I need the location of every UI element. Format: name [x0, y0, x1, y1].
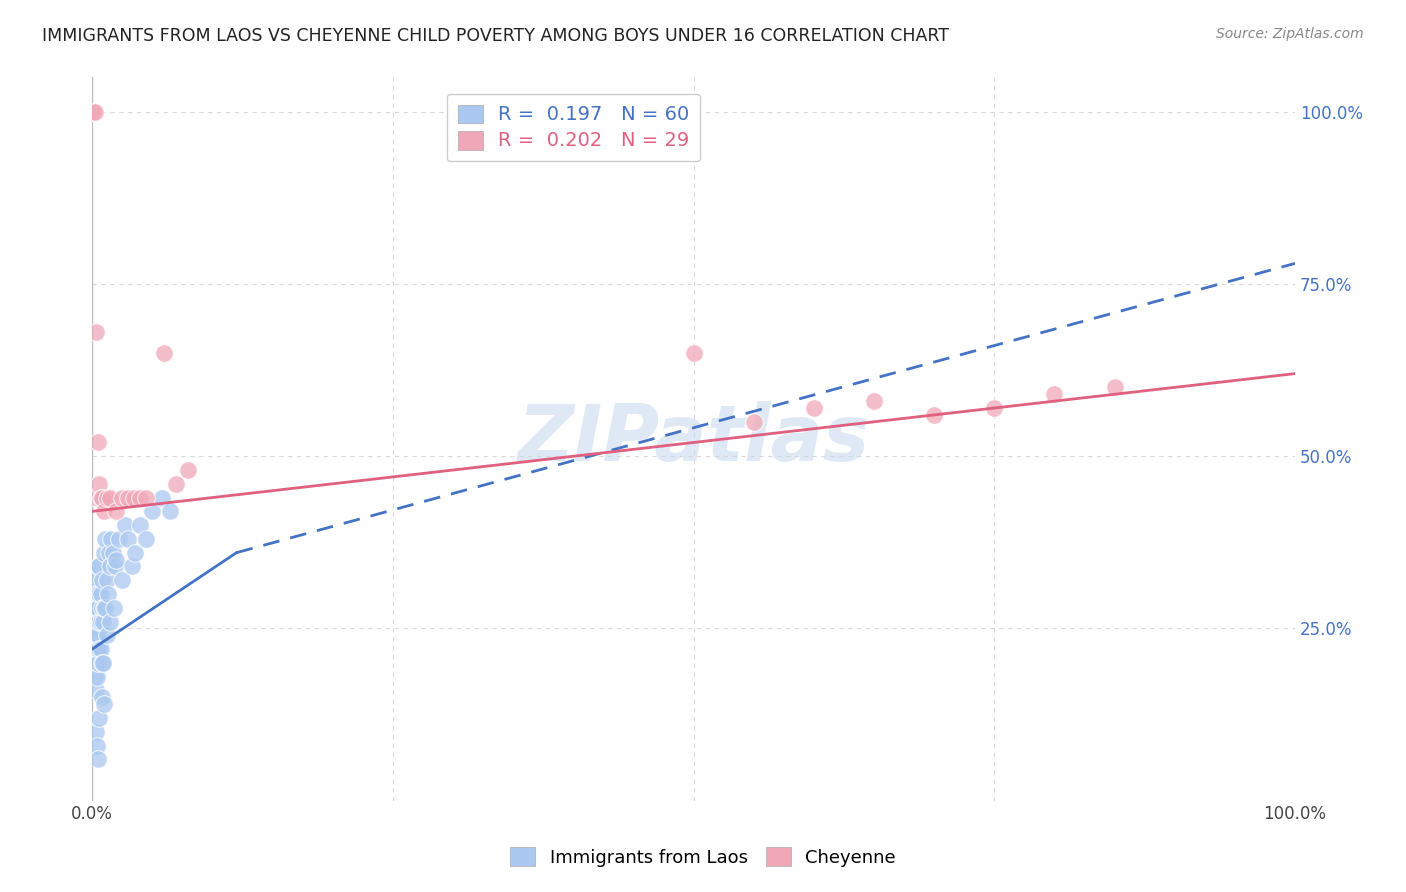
Point [93, 697, 115, 711]
Point [98, 546, 121, 560]
Point [83, 670, 105, 684]
Point [96, 573, 118, 587]
Legend: R =  0.197   N = 60, R =  0.202   N = 29: R = 0.197 N = 60, R = 0.202 N = 29 [447, 94, 700, 161]
Point [89, 711, 111, 725]
Point [87, 600, 110, 615]
Point [94, 532, 117, 546]
Point [107, 532, 129, 546]
Point [89, 476, 111, 491]
Point [863, 394, 886, 409]
Point [82, 642, 104, 657]
Point [90, 600, 112, 615]
Point [90, 491, 112, 505]
Point [101, 546, 124, 560]
Point [96, 491, 118, 505]
Point [165, 476, 187, 491]
Point [105, 504, 128, 518]
Text: IMMIGRANTS FROM LAOS VS CHEYENNE CHILD POVERTY AMONG BOYS UNDER 16 CORRELATION C: IMMIGRANTS FROM LAOS VS CHEYENNE CHILD P… [42, 27, 949, 45]
Point [90, 491, 112, 505]
Point [124, 491, 146, 505]
Point [90, 587, 112, 601]
Point [90, 615, 112, 629]
Point [111, 491, 134, 505]
Point [1104, 380, 1126, 394]
Point [82, 600, 104, 615]
Point [803, 401, 825, 415]
Point [90, 573, 112, 587]
Point [83, 573, 105, 587]
Point [103, 600, 125, 615]
Point [105, 552, 128, 566]
Point [135, 491, 157, 505]
Point [82, 104, 104, 119]
Point [93, 546, 115, 560]
Point [100, 532, 122, 546]
Point [98, 559, 121, 574]
Point [93, 504, 115, 518]
Point [129, 491, 152, 505]
Point [84, 326, 107, 340]
Point [86, 642, 108, 657]
Point [124, 546, 146, 560]
Point [159, 504, 181, 518]
Point [83, 104, 105, 119]
Point [1043, 387, 1066, 401]
Point [682, 346, 704, 360]
Point [84, 724, 107, 739]
Point [129, 518, 152, 533]
Point [93, 600, 115, 615]
Point [742, 415, 765, 429]
Point [82, 104, 104, 119]
Point [89, 587, 111, 601]
Point [117, 532, 139, 546]
Point [86, 491, 108, 505]
Text: Source: ZipAtlas.com: Source: ZipAtlas.com [1216, 27, 1364, 41]
Point [91, 615, 114, 629]
Point [177, 463, 200, 477]
Point [90, 642, 112, 657]
Point [87, 435, 110, 450]
Point [84, 587, 107, 601]
Point [86, 739, 108, 753]
Point [87, 656, 110, 670]
Point [135, 532, 157, 546]
Point [90, 690, 112, 705]
Point [84, 683, 107, 698]
Point [91, 656, 114, 670]
Point [89, 615, 111, 629]
Point [87, 559, 110, 574]
Point [84, 628, 107, 642]
Point [83, 622, 105, 636]
Point [90, 656, 112, 670]
Point [114, 518, 136, 533]
Point [89, 642, 111, 657]
Point [86, 600, 108, 615]
Point [153, 346, 176, 360]
Point [922, 408, 945, 422]
Point [983, 401, 1005, 415]
Point [117, 491, 139, 505]
Point [87, 752, 110, 766]
Legend: Immigrants from Laos, Cheyenne: Immigrants from Laos, Cheyenne [503, 840, 903, 874]
Point [87, 628, 110, 642]
Point [121, 559, 143, 574]
Point [97, 587, 120, 601]
Point [98, 615, 121, 629]
Point [150, 491, 173, 505]
Point [86, 670, 108, 684]
Point [141, 504, 163, 518]
Point [98, 491, 121, 505]
Point [111, 573, 134, 587]
Point [104, 559, 127, 574]
Point [96, 628, 118, 642]
Point [84, 656, 107, 670]
Point [94, 600, 117, 615]
Point [89, 559, 111, 574]
Text: ZIPatlas: ZIPatlas [517, 401, 870, 477]
